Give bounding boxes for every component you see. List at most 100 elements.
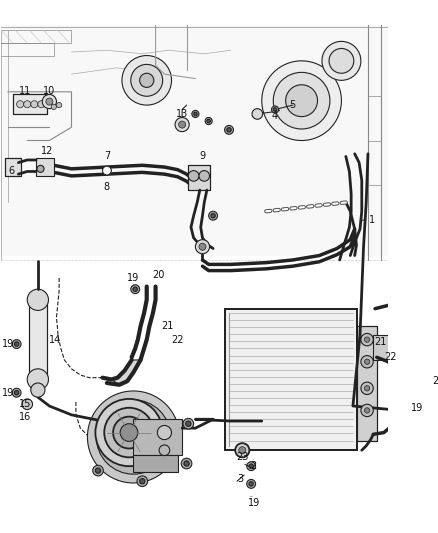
Circle shape bbox=[14, 391, 19, 395]
Circle shape bbox=[51, 104, 57, 109]
Circle shape bbox=[249, 464, 253, 469]
Circle shape bbox=[57, 102, 62, 108]
Circle shape bbox=[12, 389, 21, 397]
Text: 19: 19 bbox=[127, 273, 140, 282]
Circle shape bbox=[133, 287, 138, 292]
Text: 7: 7 bbox=[104, 151, 110, 161]
Circle shape bbox=[12, 340, 21, 349]
Circle shape bbox=[247, 497, 256, 506]
Text: 2: 2 bbox=[251, 461, 257, 471]
Circle shape bbox=[211, 214, 215, 218]
Bar bbox=[373, 335, 391, 360]
Bar bbox=[134, 419, 182, 455]
Text: 19: 19 bbox=[2, 387, 14, 398]
Polygon shape bbox=[111, 360, 141, 385]
Circle shape bbox=[272, 106, 279, 113]
Circle shape bbox=[361, 404, 373, 417]
Circle shape bbox=[181, 458, 192, 469]
Circle shape bbox=[31, 383, 45, 397]
Text: 19: 19 bbox=[2, 339, 14, 349]
Bar bbox=[29, 300, 47, 379]
Circle shape bbox=[247, 462, 256, 471]
Circle shape bbox=[183, 418, 194, 429]
Text: 20: 20 bbox=[433, 376, 438, 386]
Circle shape bbox=[102, 166, 111, 175]
Circle shape bbox=[38, 101, 45, 108]
Circle shape bbox=[199, 171, 209, 181]
Text: 19: 19 bbox=[411, 403, 424, 413]
Circle shape bbox=[361, 382, 373, 394]
Circle shape bbox=[364, 337, 370, 342]
Circle shape bbox=[157, 425, 172, 440]
Circle shape bbox=[27, 369, 49, 390]
Text: 1: 1 bbox=[369, 215, 375, 225]
Bar bbox=[36, 158, 54, 176]
Circle shape bbox=[208, 211, 218, 220]
Text: 23: 23 bbox=[236, 453, 248, 462]
Text: 22: 22 bbox=[171, 335, 184, 345]
Circle shape bbox=[239, 447, 246, 454]
Bar bbox=[5, 158, 21, 176]
Circle shape bbox=[17, 101, 24, 108]
Circle shape bbox=[24, 101, 31, 108]
Circle shape bbox=[179, 121, 186, 128]
Circle shape bbox=[262, 61, 341, 141]
Text: 8: 8 bbox=[104, 182, 110, 191]
Bar bbox=[225, 309, 357, 450]
Circle shape bbox=[361, 334, 373, 346]
Bar bbox=[188, 165, 210, 190]
Bar bbox=[357, 326, 377, 441]
Circle shape bbox=[27, 289, 49, 310]
Bar bbox=[225, 309, 357, 450]
Text: 21: 21 bbox=[161, 321, 173, 332]
Bar bbox=[134, 455, 178, 472]
Text: 19: 19 bbox=[247, 498, 260, 508]
Circle shape bbox=[42, 94, 57, 109]
Circle shape bbox=[249, 482, 253, 486]
Text: 9: 9 bbox=[199, 151, 205, 161]
Bar bbox=[29, 300, 47, 379]
Circle shape bbox=[140, 479, 145, 484]
Circle shape bbox=[273, 72, 330, 129]
Circle shape bbox=[329, 49, 354, 73]
Circle shape bbox=[184, 461, 189, 466]
Circle shape bbox=[93, 465, 103, 476]
Circle shape bbox=[31, 101, 38, 108]
Circle shape bbox=[46, 98, 53, 105]
Circle shape bbox=[120, 424, 138, 441]
Bar bbox=[13, 94, 47, 114]
Circle shape bbox=[104, 408, 154, 457]
Circle shape bbox=[159, 445, 170, 456]
Text: 11: 11 bbox=[19, 86, 32, 96]
Circle shape bbox=[364, 359, 370, 365]
Circle shape bbox=[188, 171, 199, 181]
Circle shape bbox=[88, 391, 180, 483]
Bar bbox=[5, 158, 21, 176]
Text: 12: 12 bbox=[41, 146, 53, 156]
Circle shape bbox=[364, 386, 370, 391]
Circle shape bbox=[122, 55, 172, 105]
Text: 13: 13 bbox=[176, 109, 188, 119]
Bar bbox=[13, 94, 47, 114]
Circle shape bbox=[413, 395, 417, 399]
Circle shape bbox=[322, 42, 361, 80]
Text: 4: 4 bbox=[272, 111, 278, 120]
Circle shape bbox=[175, 117, 189, 132]
Circle shape bbox=[286, 85, 318, 117]
Circle shape bbox=[225, 125, 233, 134]
Circle shape bbox=[273, 108, 277, 111]
Circle shape bbox=[95, 468, 101, 473]
Circle shape bbox=[364, 408, 370, 413]
Circle shape bbox=[227, 128, 231, 132]
Bar bbox=[357, 326, 377, 441]
Circle shape bbox=[207, 119, 210, 123]
Circle shape bbox=[192, 110, 199, 117]
Circle shape bbox=[96, 400, 171, 474]
Text: 16: 16 bbox=[19, 411, 32, 422]
Circle shape bbox=[113, 417, 145, 448]
Circle shape bbox=[22, 399, 32, 409]
Circle shape bbox=[140, 73, 154, 87]
Circle shape bbox=[194, 112, 197, 116]
Text: 6: 6 bbox=[8, 166, 14, 176]
Circle shape bbox=[37, 165, 44, 172]
